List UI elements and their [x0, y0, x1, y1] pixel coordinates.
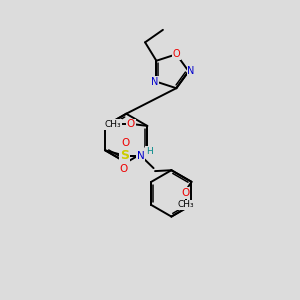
Text: H: H: [146, 147, 152, 156]
Text: CH₃: CH₃: [104, 120, 121, 129]
Text: N: N: [187, 66, 195, 76]
Text: O: O: [182, 188, 190, 198]
Text: S: S: [120, 149, 129, 162]
Text: CH₃: CH₃: [177, 200, 194, 209]
Text: N: N: [137, 151, 145, 160]
Text: N: N: [151, 77, 159, 87]
Text: O: O: [121, 138, 129, 148]
Text: O: O: [172, 49, 180, 59]
Text: O: O: [127, 119, 135, 129]
Text: O: O: [120, 164, 128, 174]
